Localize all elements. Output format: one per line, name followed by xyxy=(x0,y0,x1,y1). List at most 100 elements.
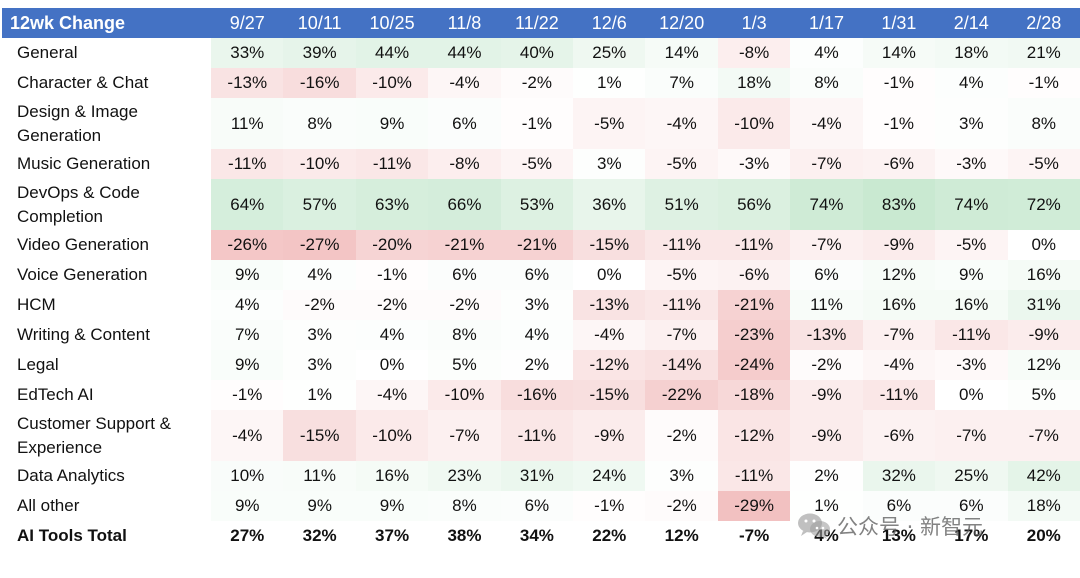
value-cell: 8% xyxy=(1007,98,1080,149)
value-cell: -20% xyxy=(355,230,429,260)
value-cell: 9% xyxy=(211,260,284,290)
value-cell: -1% xyxy=(862,98,936,149)
value-cell: 5% xyxy=(1007,380,1080,410)
value-cell: 44% xyxy=(428,38,501,68)
value-cell: 9% xyxy=(935,260,1008,290)
value-cell: 4% xyxy=(790,521,863,551)
value-cell: -7% xyxy=(428,410,501,461)
value-cell: -24% xyxy=(717,350,791,380)
table-row: AI Tools Total 27% 32% 37% 38% 34% 22% 12% -7% 4%… xyxy=(2,521,1080,551)
value-cell: -1% xyxy=(500,98,574,149)
value-cell: -7% xyxy=(1007,410,1080,461)
value-cell: 4% xyxy=(790,38,863,68)
value-cell: 9% xyxy=(283,491,356,521)
column-header: 1/31 xyxy=(862,8,936,38)
value-cell: -6% xyxy=(717,260,791,290)
column-header: 12/6 xyxy=(573,8,646,38)
value-cell: 2% xyxy=(500,350,574,380)
value-cell: 6% xyxy=(500,260,574,290)
value-cell: -4% xyxy=(211,410,284,461)
value-cell: 33% xyxy=(211,38,284,68)
row-label: All other xyxy=(17,496,80,515)
table-row: Data Analytics 10% 11% 16% 23% 31% 24% 3% -11% 2%… xyxy=(2,461,1080,491)
value-cell: -5% xyxy=(573,98,646,149)
table-row: Customer Support & Experience -4% -15% -10%… xyxy=(2,410,1080,461)
value-cell: 0% xyxy=(935,380,1008,410)
value-cell: 37% xyxy=(355,521,429,551)
value-cell: 34% xyxy=(500,521,574,551)
value-cell: -11% xyxy=(645,290,718,320)
value-cell: -18% xyxy=(717,380,791,410)
value-cell: -1% xyxy=(1007,68,1080,98)
value-cell: -21% xyxy=(428,230,501,260)
value-cell: -3% xyxy=(935,350,1008,380)
value-cell: 9% xyxy=(355,491,429,521)
value-cell: -2% xyxy=(790,350,863,380)
table-row: Writing & Content 7% 3% 4% 8% 4% -4% -7% -23% -13… xyxy=(2,320,1080,350)
value-cell: -16% xyxy=(500,380,574,410)
value-cell: 74% xyxy=(935,179,1008,230)
value-cell: 32% xyxy=(862,461,936,491)
value-cell: 9% xyxy=(355,98,429,149)
value-cell: 4% xyxy=(500,320,574,350)
value-cell: -2% xyxy=(283,290,356,320)
value-cell: -7% xyxy=(935,410,1008,461)
value-cell: 14% xyxy=(862,38,936,68)
row-label: Video Generation xyxy=(17,235,150,254)
table-row: Music Generation -11% -10% -11% -8% -5% 3% -5% -… xyxy=(2,149,1080,179)
value-cell: 6% xyxy=(428,260,501,290)
value-cell: 11% xyxy=(790,290,863,320)
value-cell: 7% xyxy=(211,320,284,350)
value-cell: -11% xyxy=(717,230,791,260)
value-cell: -11% xyxy=(645,230,718,260)
value-cell: 42% xyxy=(1007,461,1080,491)
value-cell: -12% xyxy=(717,410,791,461)
value-cell: 25% xyxy=(573,38,646,68)
heatmap-table: 12wk Change 9/27 10/11 10/25 11/8 11/22 12/6 1… xyxy=(2,8,1080,551)
value-cell: -10% xyxy=(717,98,791,149)
value-cell: 74% xyxy=(790,179,863,230)
value-cell: -9% xyxy=(1007,320,1080,350)
value-cell: 4% xyxy=(211,290,284,320)
value-cell: 1% xyxy=(573,68,646,98)
value-cell: 12% xyxy=(1007,350,1080,380)
value-cell: 3% xyxy=(935,98,1008,149)
column-header: 2/28 xyxy=(1007,8,1080,38)
value-cell: 4% xyxy=(935,68,1008,98)
value-cell: 64% xyxy=(211,179,284,230)
value-cell: 56% xyxy=(717,179,791,230)
value-cell: 7% xyxy=(645,68,718,98)
value-cell: -8% xyxy=(717,38,791,68)
value-cell: -15% xyxy=(573,380,646,410)
value-cell: -21% xyxy=(717,290,791,320)
value-cell: -7% xyxy=(717,521,791,551)
value-cell: 18% xyxy=(717,68,791,98)
value-cell: 0% xyxy=(1007,230,1080,260)
value-cell: 20% xyxy=(1007,521,1080,551)
row-label: Customer Support & Experience xyxy=(17,413,172,457)
value-cell: 8% xyxy=(428,491,501,521)
value-cell: 6% xyxy=(862,491,936,521)
value-cell: 0% xyxy=(573,260,646,290)
value-cell: 8% xyxy=(283,98,356,149)
value-cell: -2% xyxy=(428,290,501,320)
value-cell: -5% xyxy=(645,149,718,179)
value-cell: -29% xyxy=(717,491,791,521)
value-cell: -14% xyxy=(645,350,718,380)
value-cell: 66% xyxy=(428,179,501,230)
value-cell: 3% xyxy=(283,350,356,380)
row-label: Design & Image Generation xyxy=(17,101,138,145)
table-row: General 33% 39% 44% 44% 40% 25% 14% -8% 4% 14% 18% 2… xyxy=(2,38,1080,68)
value-cell: 14% xyxy=(645,38,718,68)
value-cell: 11% xyxy=(283,461,356,491)
value-cell: 72% xyxy=(1007,179,1080,230)
value-cell: -1% xyxy=(862,68,936,98)
value-cell: -7% xyxy=(790,149,863,179)
column-header: 9/27 xyxy=(211,8,284,38)
table-row: Design & Image Generation 11% 8% 9% 6% -1% -5%… xyxy=(2,98,1080,149)
table-row: Character & Chat -13% -16% -10% -4% -2% 1% 7% 18… xyxy=(2,68,1080,98)
value-cell: 25% xyxy=(935,461,1008,491)
value-cell: -3% xyxy=(935,149,1008,179)
value-cell: -10% xyxy=(428,380,501,410)
